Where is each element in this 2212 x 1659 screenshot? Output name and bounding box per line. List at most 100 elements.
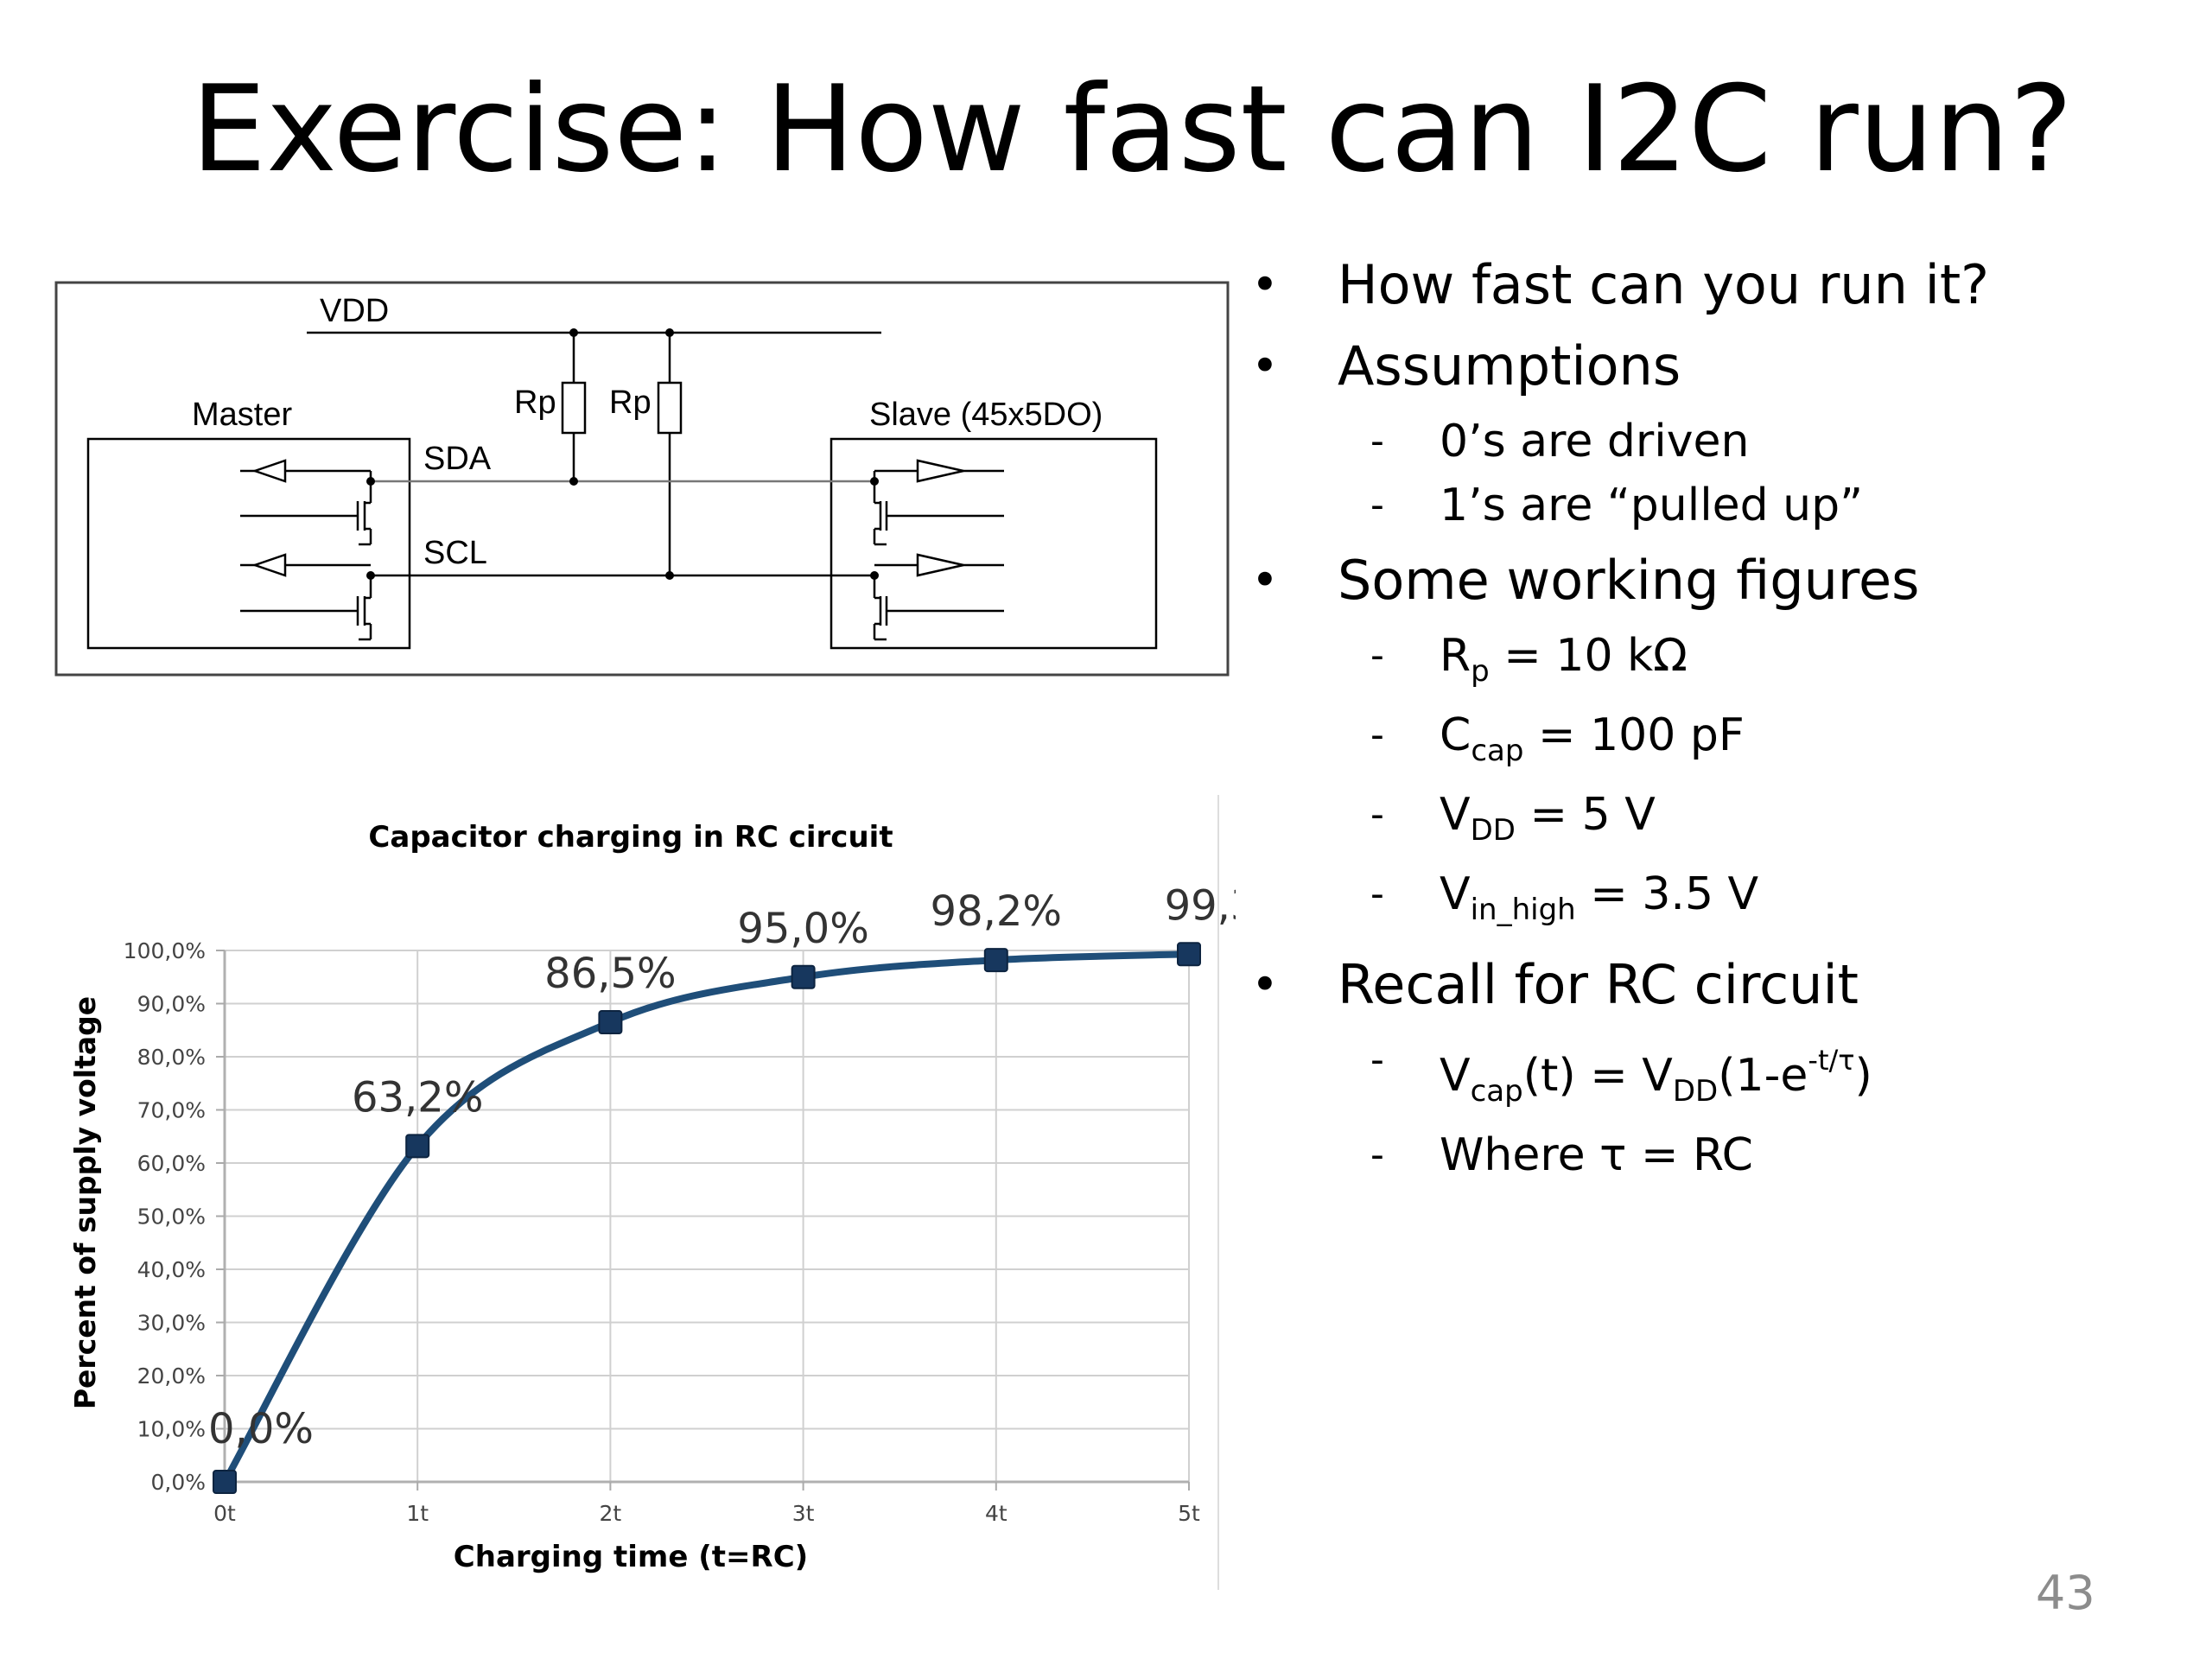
var-subscript: DD [1470,813,1516,848]
chart-data-point [983,948,1008,973]
pullup-resistor-1 [561,381,587,435]
sub-bullet-item: - Ccap = 100 pF [1251,707,2184,779]
var-name: R [1440,630,1471,682]
bullet-item: • How fast can you run it? [1251,251,2184,320]
dash-icon: - [1370,1133,1384,1177]
slide-title: Exercise: How fast can I2C run? [191,60,2073,199]
chart-data-point [791,964,816,989]
chart-series-line [221,950,1190,1484]
chart-y-tick-label: 70,0% [137,1098,206,1123]
chart-x-tick-label: 3t [792,1501,815,1526]
chart-x-tick-label: 5t [1178,1501,1200,1526]
master-box [86,437,411,650]
bullet-item: • Recall for RC circuit [1251,950,2184,1020]
sub-bullet-text: 0’s are driven [1440,416,1750,467]
pullup-resistor-2 [657,381,683,435]
chart-data-label: 98,2% [931,887,1062,936]
chart-y-tick-label: 30,0% [137,1311,206,1336]
sub-bullet-item: - Rp = 10 kΩ [1251,627,2184,700]
bullet-text: Assumptions [1338,334,1681,397]
dash-icon: - [1370,792,1384,836]
chart-data-point [213,1470,237,1494]
formula-subscript: DD [1672,1074,1719,1109]
chart-data-label: 0,0% [208,1405,314,1453]
bullet-dot-icon: • [1251,957,1279,1012]
chart-x-tick-label: 1t [406,1501,429,1526]
chart-data-point [1177,942,1201,967]
junction-dot [569,328,578,337]
var-name: V [1440,789,1471,841]
chart-data-label: 86,5% [544,950,676,998]
junction-dot [665,328,674,337]
slave-sda-driver [873,459,1004,546]
junction-dot [665,571,674,580]
formula-part: ) [1854,1050,1872,1102]
rp1-label: Rp [514,385,556,421]
var-value: = 5 V [1515,789,1656,841]
chart-data-label: 95,0% [737,905,868,953]
dash-icon: - [1370,633,1384,677]
master-label: Master [192,397,292,433]
chart-x-axis-label: Charging time (t=RC) [454,1540,808,1574]
chart-y-tick-label: 10,0% [137,1417,206,1442]
rp2-label: Rp [609,385,652,421]
dash-icon: - [1370,483,1384,527]
var-name: C [1440,709,1471,761]
slave-scl-driver [873,553,1004,641]
i2c-circuit-diagram: VDD Master Slave (45x5DO) Rp Rp SDA SCL [54,281,1230,677]
var-value: = 3.5 V [1575,868,1759,920]
sub-bullet-item: - 1’s are “pulled up” [1251,477,2184,534]
bullet-item: • Assumptions [1251,332,2184,401]
chart-y-tick-label: 40,0% [137,1257,206,1282]
bullet-dot-icon: • [1251,339,1279,393]
bullet-text: How fast can you run it? [1338,253,1990,316]
var-name: V [1440,868,1471,920]
formula-part: (1-e [1718,1050,1808,1102]
formula-subscript: cap [1470,1074,1523,1109]
sda-label: SDA [423,441,492,477]
master-scl-driver [240,553,372,641]
bullet-text: Some working figures [1338,549,1920,612]
chart-y-tick-label: 50,0% [137,1205,206,1230]
formula-part: V [1440,1050,1471,1102]
page-number: 43 [2036,1566,2095,1620]
var-subscript: in_high [1470,893,1576,927]
dash-icon: - [1370,1038,1384,1082]
slave-box [830,437,1158,650]
chart-y-tick-label: 100,0% [124,938,206,963]
sub-bullet-text: Where τ = RC [1440,1129,1753,1181]
chart-y-tick-label: 60,0% [137,1151,206,1176]
bullet-item: • Some working figures [1251,546,2184,615]
master-sda-driver [240,459,372,546]
chart-y-axis-label: Percent of supply voltage [68,996,102,1409]
slave-label: Slave (45x5DO) [869,397,1103,433]
chart-x-tick-label: 0t [213,1501,236,1526]
var-value: = 100 pF [1523,709,1745,761]
scl-label: SCL [423,535,487,571]
var-value: = 10 kΩ [1489,630,1688,682]
rc-charging-chart: Capacitor charging in RC circuit Percent… [68,795,1236,1590]
sub-bullet-item: - Where τ = RC [1251,1127,2184,1184]
chart-y-tick-label: 80,0% [137,1045,206,1070]
sub-bullet-item: - Vin_high = 3.5 V [1251,866,2184,938]
sub-bullet-text: 1’s are “pulled up” [1440,480,1864,531]
var-subscript: p [1471,654,1490,689]
vdd-label: VDD [320,293,389,329]
dash-icon: - [1370,872,1384,916]
bullet-dot-icon: • [1251,553,1279,607]
dash-icon: - [1370,713,1384,757]
bullet-text: Recall for RC circuit [1338,953,1859,1016]
sub-bullet-item: - 0’s are driven [1251,413,2184,470]
chart-data-label: 99,3 [1165,881,1236,930]
chart-data-point [405,1134,430,1159]
var-subscript: cap [1471,734,1524,768]
chart-y-tick-label: 0,0% [150,1470,206,1495]
junction-dot [569,477,578,486]
sub-bullet-item: - Vcap(t) = VDD(1-e-t/τ) [1251,1032,2184,1120]
dash-icon: - [1370,419,1384,463]
chart-x-tick-label: 2t [600,1501,622,1526]
chart-data-label: 63,2% [352,1073,483,1122]
diagram-frame [54,281,1230,677]
bullet-dot-icon: • [1251,257,1279,312]
chart-data-point [598,1010,623,1035]
